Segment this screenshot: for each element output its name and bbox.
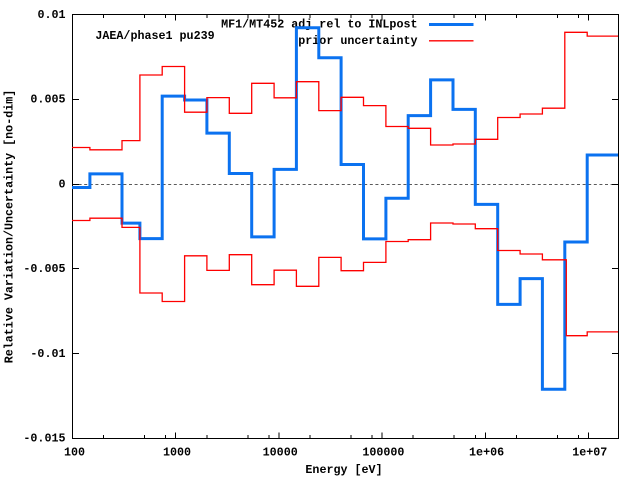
svg-text:prior uncertainty: prior uncertainty: [298, 34, 417, 48]
svg-text:100: 100: [64, 446, 85, 460]
svg-text:1e+07: 1e+07: [572, 446, 607, 460]
svg-text:JAEA/phase1 pu239: JAEA/phase1 pu239: [95, 29, 214, 43]
svg-text:1000: 1000: [163, 446, 191, 460]
svg-text:MF1/MT452 adj rel to INLpost: MF1/MT452 adj rel to INLpost: [221, 18, 417, 32]
svg-text:Energy [eV]: Energy [eV]: [305, 463, 382, 477]
svg-text:1e+06: 1e+06: [469, 446, 504, 460]
svg-text:-0.015: -0.015: [23, 432, 65, 446]
svg-text:0.01: 0.01: [37, 8, 65, 22]
svg-text:-0.005: -0.005: [23, 262, 65, 276]
svg-text:10000: 10000: [263, 446, 298, 460]
svg-text:0.005: 0.005: [30, 93, 65, 107]
svg-text:-0.01: -0.01: [30, 347, 65, 361]
svg-text:Relative Variation/Uncertainty: Relative Variation/Uncertainty [no-dim]: [3, 90, 17, 364]
svg-text:100000: 100000: [362, 446, 404, 460]
svg-text:0: 0: [58, 177, 65, 191]
